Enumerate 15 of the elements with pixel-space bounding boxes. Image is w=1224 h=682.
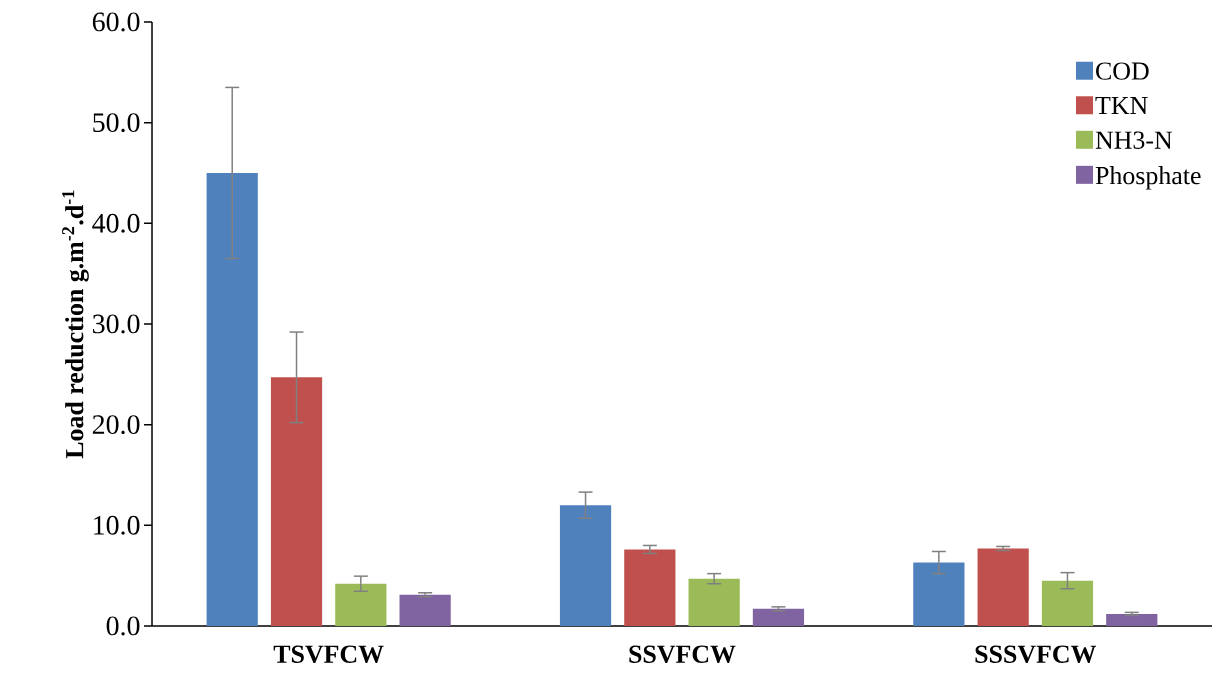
y-tick-label: 40.0: [92, 213, 140, 233]
y-tick-label: 50.0: [93, 113, 140, 133]
y-tick-label: 0.0: [106, 616, 140, 636]
legend-label: TKN: [1095, 97, 1148, 114]
legend-label: NH3-N: [1095, 131, 1173, 149]
x-tick-label: SSSVFCW: [975, 645, 1097, 664]
y-tick-label: 60.0: [92, 12, 140, 32]
legend-label: Phosphate: [1095, 166, 1201, 190]
legend-label: COD: [1096, 62, 1149, 80]
y-tick-label: 20.0: [92, 415, 140, 435]
y-tick-label: 30.0: [93, 314, 140, 334]
y-tick-label: 10.0: [94, 515, 140, 535]
y-axis-title: Load reduction g.m$^{-2}$.d$^{-1}$: [62, 190, 89, 459]
x-tick-label: SSVFCW: [629, 645, 736, 664]
x-tick-label: TSVFCW: [273, 645, 384, 664]
